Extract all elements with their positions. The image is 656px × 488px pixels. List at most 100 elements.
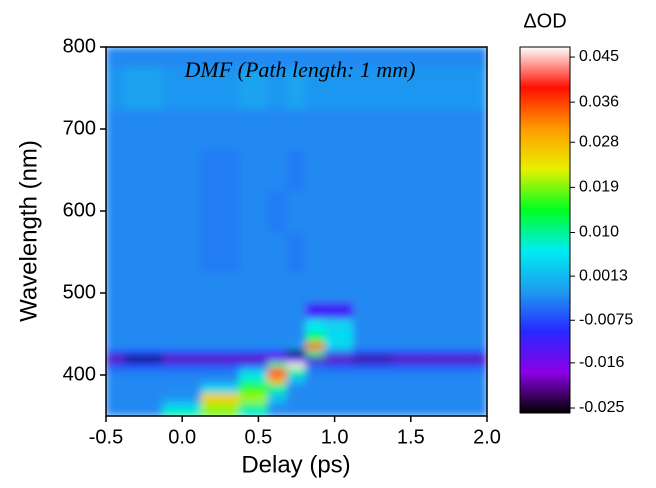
heat-cell	[267, 367, 288, 376]
colorbar-title: ΔOD	[523, 10, 566, 32]
heat-cell	[324, 411, 355, 416]
heat-cell	[267, 360, 288, 369]
heat-cell	[391, 108, 431, 150]
heat-cell	[305, 190, 326, 232]
heat-cell	[162, 47, 202, 68]
heat-cell	[200, 47, 240, 68]
heat-cell	[467, 349, 487, 357]
heat-cell	[305, 272, 326, 303]
colorbar-tick-label: 0.019	[579, 179, 619, 196]
heat-cell	[238, 272, 269, 303]
heat-cell	[429, 67, 469, 109]
heat-cell	[353, 402, 393, 413]
heat-cell	[238, 341, 269, 351]
y-tick-label: 600	[63, 199, 96, 221]
heat-cell	[305, 231, 326, 273]
heat-cell	[467, 47, 487, 68]
heat-cell	[162, 317, 202, 333]
heat-cell	[429, 272, 469, 303]
heat-cell	[106, 360, 126, 369]
heat-cell	[467, 190, 487, 232]
heat-cell	[429, 301, 469, 319]
heat-cell	[124, 411, 164, 416]
heat-cell	[324, 367, 355, 376]
x-tick-label: 1.0	[321, 426, 349, 448]
heat-cell	[429, 149, 469, 191]
heat-cell	[324, 190, 355, 232]
heat-cell	[429, 341, 469, 351]
y-tick-label: 700	[63, 117, 96, 139]
heat-cell	[429, 374, 469, 384]
heat-cell	[429, 355, 469, 362]
heat-cell	[286, 149, 307, 191]
heat-cell	[353, 149, 393, 191]
heat-cell	[124, 149, 164, 191]
heat-cell	[305, 149, 326, 191]
heat-cell	[124, 341, 164, 351]
heat-cell	[286, 392, 307, 404]
heat-cell	[267, 355, 288, 362]
heat-cell	[162, 272, 202, 303]
heat-cell	[238, 67, 269, 109]
heat-cell	[162, 392, 202, 404]
heat-cell	[324, 392, 355, 404]
heat-cell	[124, 355, 164, 362]
heat-cell	[238, 360, 269, 369]
heat-cell	[162, 360, 202, 369]
heat-cell	[238, 349, 269, 357]
heat-cell	[286, 108, 307, 150]
heat-cell	[467, 149, 487, 191]
heat-cell	[305, 382, 326, 394]
heat-cell	[267, 67, 288, 109]
heat-cell	[324, 149, 355, 191]
heat-cell	[238, 108, 269, 150]
heat-cell	[467, 331, 487, 343]
heat-cell	[124, 301, 164, 319]
heat-cell	[267, 341, 288, 351]
heat-cell	[286, 367, 307, 376]
heat-cell	[286, 67, 307, 109]
heat-cell	[467, 272, 487, 303]
heat-cell	[200, 360, 240, 369]
heat-cell	[324, 231, 355, 273]
heat-cell	[106, 190, 126, 232]
heat-cell	[106, 231, 126, 273]
heat-cell	[106, 341, 126, 351]
heat-cell	[391, 341, 431, 351]
heat-cell	[324, 374, 355, 384]
heat-cell	[200, 272, 240, 303]
y-tick-label: 800	[63, 35, 96, 57]
heat-cell	[238, 231, 269, 273]
heat-cell	[106, 402, 126, 413]
heat-cell	[353, 349, 393, 357]
heat-cell	[353, 382, 393, 394]
heat-cell	[391, 149, 431, 191]
heat-cell	[162, 341, 202, 351]
heat-cell	[106, 149, 126, 191]
heat-cell	[353, 301, 393, 319]
heat-cell	[162, 349, 202, 357]
heat-cell	[353, 231, 393, 273]
heat-cell	[124, 374, 164, 384]
heat-cell	[286, 231, 307, 273]
heat-cell	[286, 402, 307, 413]
heat-cell	[467, 231, 487, 273]
heat-cell	[286, 382, 307, 394]
heat-cell	[467, 301, 487, 319]
colorbar-tick-label: 0.036	[579, 93, 619, 110]
heat-cell	[286, 190, 307, 232]
heat-cell	[124, 231, 164, 273]
heat-cell	[324, 272, 355, 303]
heat-cell	[305, 47, 326, 68]
heat-cell	[238, 47, 269, 68]
heat-cell	[391, 190, 431, 232]
heat-cell	[200, 355, 240, 362]
heat-cell	[467, 374, 487, 384]
heat-cell	[238, 374, 269, 384]
heat-cell	[305, 108, 326, 150]
heat-cell	[267, 331, 288, 343]
heat-cell	[267, 301, 288, 319]
heat-cell	[162, 301, 202, 319]
heat-cell	[238, 149, 269, 191]
heat-cell	[238, 411, 269, 416]
